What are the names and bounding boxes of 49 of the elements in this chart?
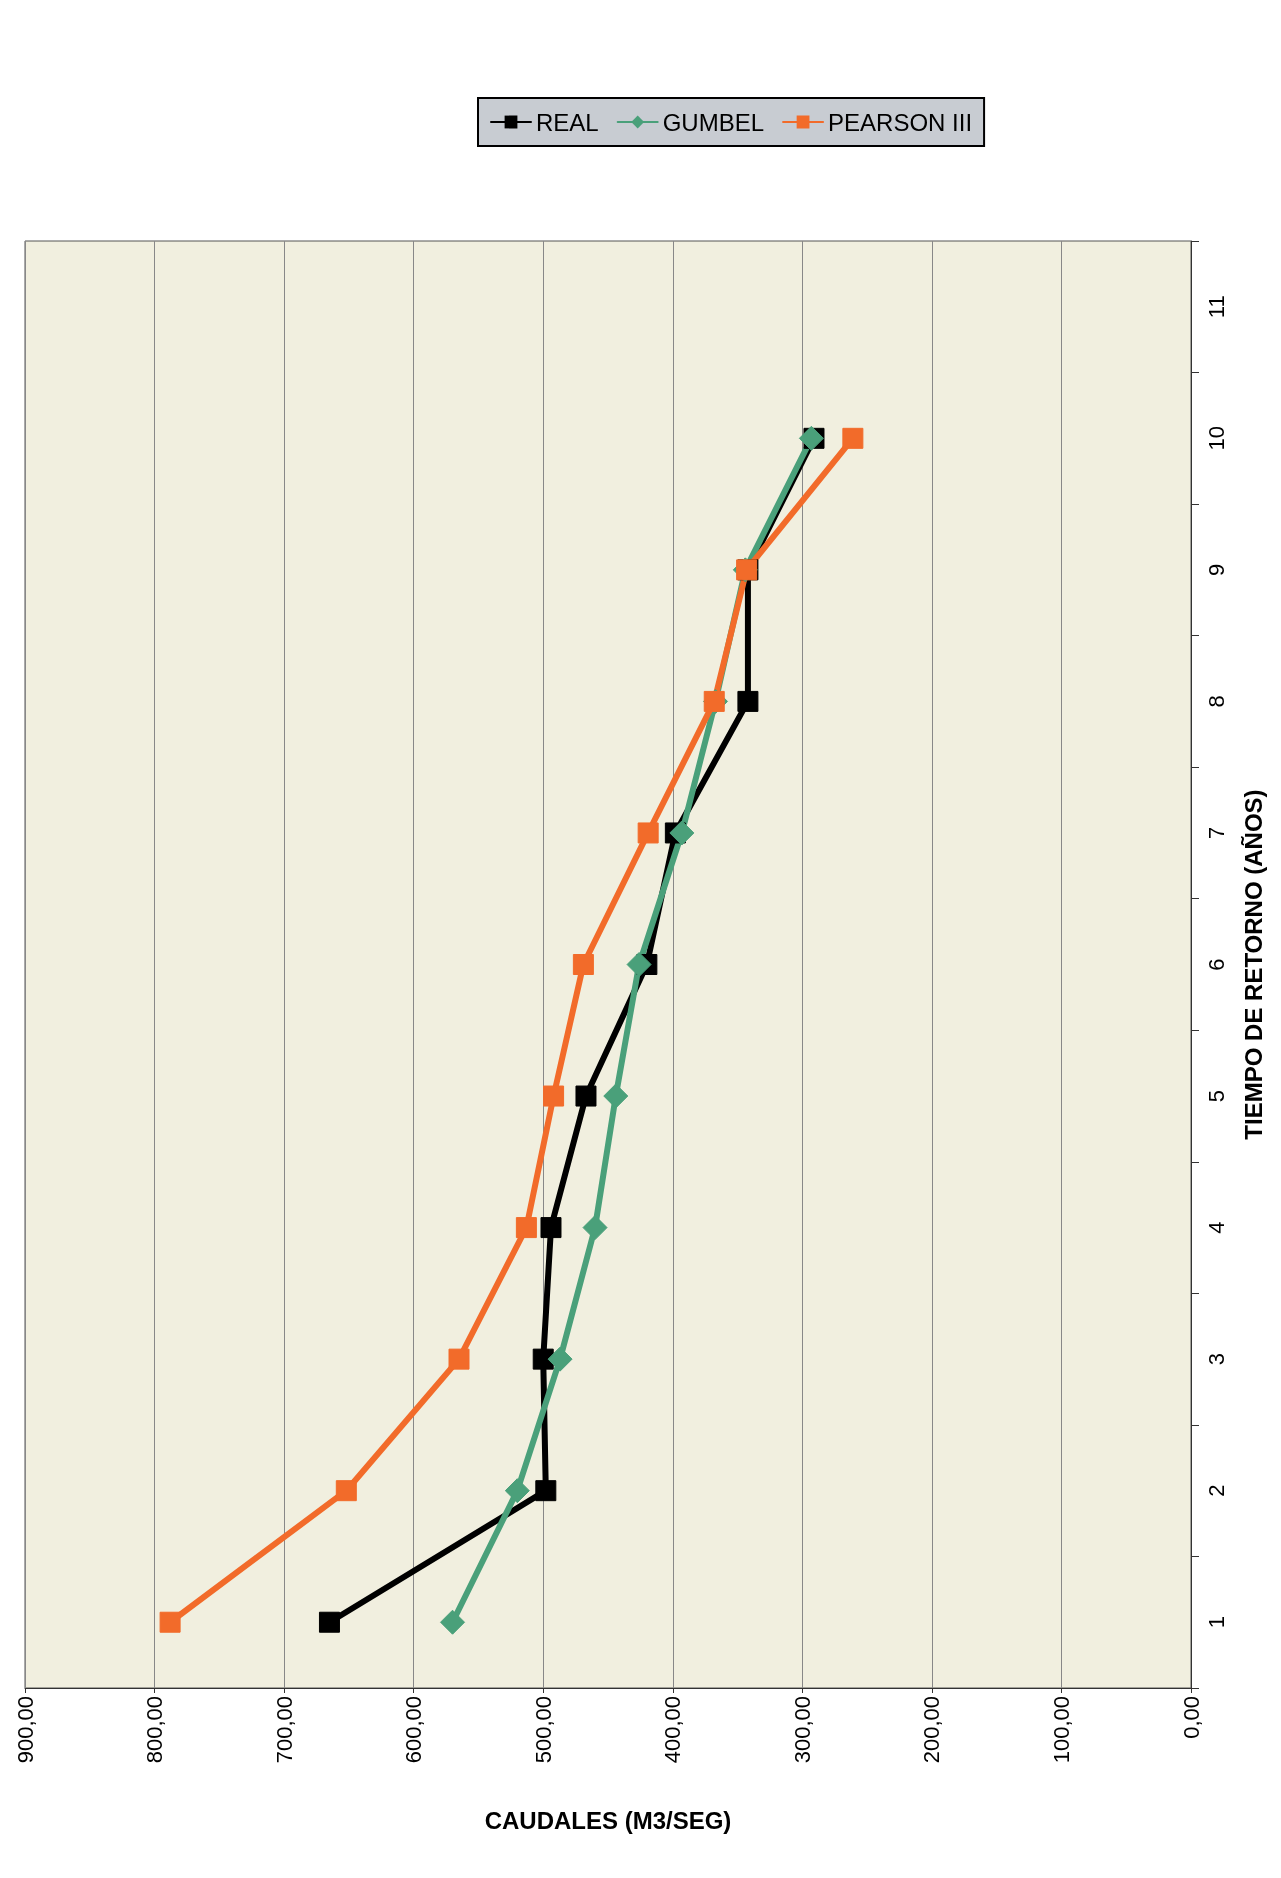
point <box>504 1478 530 1504</box>
y-tick-label: 6 <box>1203 958 1229 971</box>
y-tick-label: 2 <box>1203 1484 1229 1497</box>
y-tick-label: 9 <box>1203 563 1229 576</box>
point <box>572 954 594 975</box>
x-tick-label: 100,00 <box>1048 1696 1074 1764</box>
x-axis-title: CAUDALES (M3/SEG) <box>484 1806 732 1834</box>
point <box>159 1611 181 1633</box>
point <box>582 1215 608 1241</box>
point <box>547 1346 573 1372</box>
y-tick-label: 11 <box>1203 295 1229 319</box>
point <box>543 1085 565 1107</box>
x-tick-label: 500,00 <box>530 1696 556 1764</box>
y-tick-label: 1 <box>1203 1616 1229 1629</box>
x-tick-label: 700,00 <box>271 1696 297 1764</box>
x-tick-label: 200,00 <box>919 1696 945 1764</box>
point <box>515 1217 537 1239</box>
point <box>737 690 759 712</box>
point <box>798 425 824 451</box>
y-axis-title: TIEMPO DE RETORNO (AÑOS) <box>1239 789 1267 1140</box>
y-tick-label: 7 <box>1203 826 1229 840</box>
point <box>335 1480 357 1502</box>
point <box>318 1611 340 1633</box>
legend-label: GUMBEL <box>662 108 765 136</box>
point <box>540 1217 562 1239</box>
x-tick-label: 300,00 <box>789 1696 815 1764</box>
x-tick-label: 800,00 <box>142 1696 168 1764</box>
x-tick-label: 0,00 <box>1178 1696 1204 1739</box>
point <box>603 1083 629 1109</box>
y-tick-label: 8 <box>1203 695 1229 708</box>
y-tick-label: 4 <box>1203 1221 1229 1234</box>
point <box>703 690 725 712</box>
legend-label: REAL <box>536 108 599 136</box>
point <box>575 1085 597 1107</box>
legend-label: PEARSON III <box>828 108 973 136</box>
x-tick-label: 900,00 <box>12 1696 38 1764</box>
y-tick-label: 5 <box>1203 1089 1229 1103</box>
point <box>842 427 864 449</box>
point <box>669 820 695 846</box>
point <box>440 1609 466 1635</box>
point <box>535 1480 557 1502</box>
point <box>637 822 659 844</box>
x-tick-label: 600,00 <box>401 1696 427 1764</box>
y-tick-label: 10 <box>1203 426 1229 451</box>
y-tick-label: 3 <box>1203 1353 1229 1366</box>
point <box>532 1348 554 1370</box>
point <box>448 1348 470 1370</box>
x-tick-label: 400,00 <box>660 1696 686 1764</box>
point <box>626 952 652 977</box>
